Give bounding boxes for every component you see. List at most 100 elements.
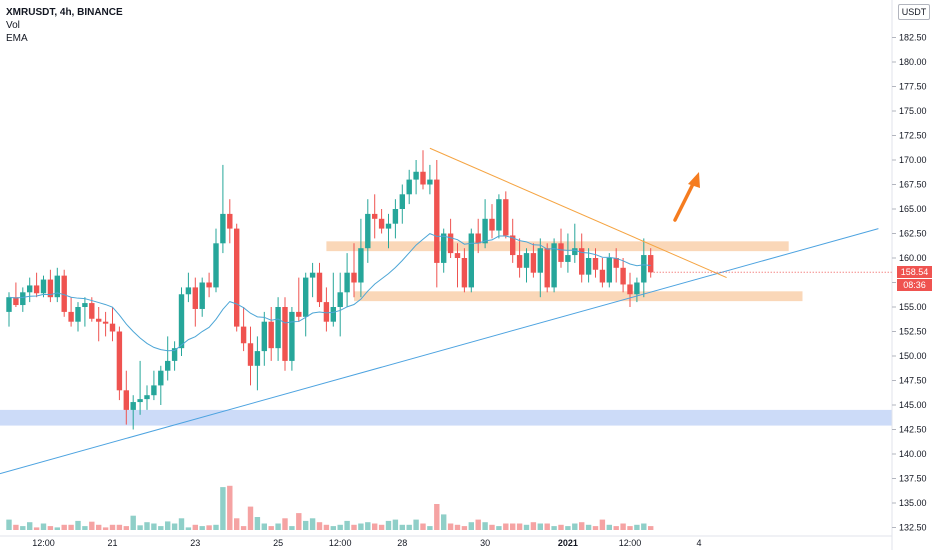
price-tick-label: 170.00 [899,155,927,165]
time-tick-label: 23 [190,538,200,548]
price-tick-label: 175.00 [899,106,927,116]
volume-bar [220,487,226,530]
volume-bar [27,522,33,530]
candle-up [337,292,343,307]
volume-bar [544,523,550,530]
candle-up [468,233,474,288]
volume-bar [13,524,19,530]
volume-bar [96,524,102,530]
candles [6,150,654,430]
candle-up [523,253,530,268]
candle-down [68,311,74,322]
candle-down [123,390,129,410]
volume-bar [434,504,440,530]
candle-down [227,213,233,229]
candle-up [165,360,171,371]
candle-up [199,282,205,309]
volume-bar [268,526,274,530]
volume-bar [613,526,619,530]
volume-bar [47,526,54,530]
candle-up [392,209,399,224]
support-zone [354,291,803,302]
candle-down [454,253,461,258]
price-tick-label: 135.00 [899,498,927,508]
volume-bar [558,524,564,530]
candle-up [75,307,81,322]
volume-bar [537,523,543,530]
volume-bar [261,523,267,530]
volume-bar [344,520,350,530]
volume-bar [385,520,392,530]
volume-bar [351,524,357,530]
candle-down [316,272,323,303]
volume-bar [634,524,640,530]
candle-down [627,284,633,295]
volume-bar [516,523,523,530]
time-tick-label: 25 [273,538,283,548]
volume-bar [565,526,571,530]
volume-bar [158,526,164,530]
candle-down [613,258,619,268]
volume-bar [461,526,468,530]
ema-indicator-label[interactable]: EMA [6,33,28,44]
candle-down [240,326,247,344]
price-tick-label: 162.50 [899,229,927,239]
breakout-arrow [673,182,695,222]
price-tick-label: 152.50 [899,327,927,337]
candle-down [475,233,481,244]
volume-bar [137,525,143,530]
volume-bar [399,524,405,530]
volume-bar [420,523,426,530]
volume-bar [151,523,157,530]
candle-up [151,385,157,396]
volume-bar [510,523,516,530]
volume-bar [599,519,606,530]
volume-bar [579,522,585,530]
candle-down [268,321,274,349]
candle-down [378,218,385,229]
symbol-label[interactable]: XMRUSDT, 4h, BINANCE [6,7,123,18]
candle-up [54,275,60,298]
candle-up [220,213,226,244]
candle-up [289,311,295,361]
volume-indicator-label[interactable]: Vol [6,20,20,31]
volume-bar [185,527,192,530]
volume-bar [192,524,198,530]
candle-down [323,302,330,322]
volume-bar [123,526,129,530]
volume-bar [6,519,12,530]
candle-down [489,218,495,231]
currency-badge[interactable]: USDT [898,4,930,20]
candle-up [585,258,592,275]
candle-down [447,233,454,254]
volume-bar [20,526,26,530]
candle-down [544,248,550,288]
volume-bar [441,514,447,530]
volume-bar [489,524,495,530]
price-tick-label: 140.00 [899,449,927,459]
candle-up [82,303,88,307]
time-tick-label: 21 [107,538,117,548]
candle-up [309,272,316,278]
price-tick-label: 142.50 [899,425,927,435]
candle-up [303,277,309,317]
volume-bar [109,524,116,530]
volume-bar [365,522,371,530]
candle-up [130,402,136,410]
candle-up [565,255,571,262]
candle-up [137,399,143,403]
volume-bar [40,523,47,530]
volume-bar [592,526,599,530]
price-tick-label: 165.00 [899,204,927,214]
candle-down [592,258,599,270]
volume-bar [627,526,633,530]
volume-bar [89,521,95,530]
volume-bar [61,524,67,530]
volume-bar [303,520,309,530]
candle-down [372,213,378,219]
time-tick-label: 12:00 [32,538,55,548]
time-tick-label: 30 [480,538,490,548]
time-tick-label: 28 [397,538,407,548]
time-tick-label: 12:00 [619,538,642,548]
